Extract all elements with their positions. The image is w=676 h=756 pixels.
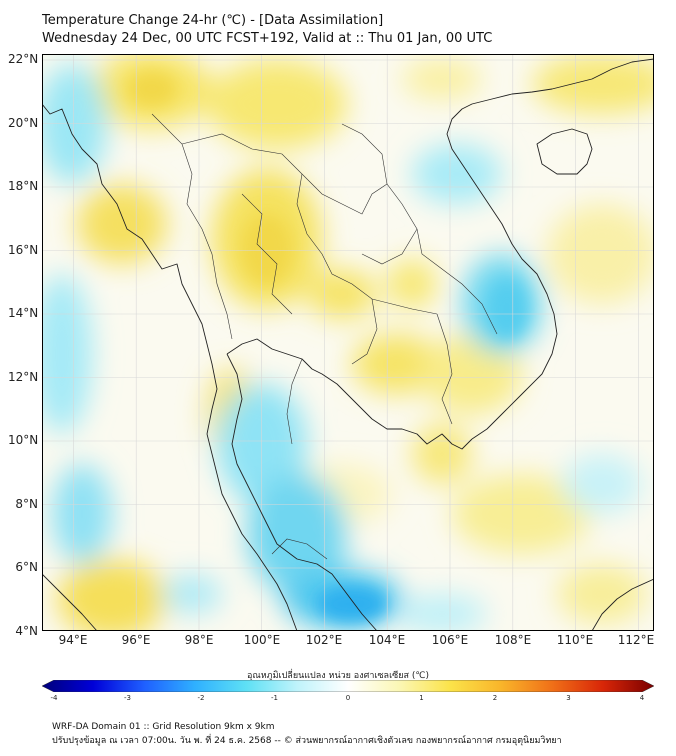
lat-label-10: 10°N [8,433,39,447]
map-title: Temperature Change 24-hr (℃) - [Data Ass… [42,13,384,28]
temperature-field [42,54,654,631]
map-canvas [42,54,654,631]
graticule [42,54,654,631]
colorbar-tick: -1 [271,694,278,702]
lat-label-12: 12°N [8,370,39,384]
lat-label-4: 4°N [15,624,38,638]
lon-label-96: 96°E [121,633,151,647]
colorbar-tick: 4 [639,694,645,702]
lat-label-22: 22°N [8,52,39,66]
lon-label-100: 100°E [243,633,281,647]
lat-label-18: 18°N [8,179,39,193]
lat-label-16: 16°N [8,243,39,257]
colorbar-gradient [42,680,654,692]
map-frame [42,54,654,631]
colorbar-tick: 2 [492,694,498,702]
lon-label-106: 106°E [431,633,469,647]
map-subtitle: Wednesday 24 Dec, 00 UTC FCST+192, Valid… [42,31,493,46]
lat-label-14: 14°N [8,306,39,320]
coastlines [42,58,654,631]
lat-label-8: 8°N [15,497,38,511]
chart-title-block: Temperature Change 24-hr (℃) - [Data Ass… [42,12,492,48]
temperature-change-map [42,54,654,631]
colorbar-tick: 0 [345,694,351,702]
colorbar-tick: 3 [566,694,571,702]
colorbar-tick: -4 [50,694,58,702]
footer-credit: ปรับปรุงข้อมูล ณ เวลา 07:00น. วัน พ. ที่… [52,736,562,746]
lon-label-110: 110°E [556,633,594,647]
colorbar [42,680,654,692]
colorbar-tick: -3 [124,694,131,702]
lon-label-98: 98°E [184,633,214,647]
lon-label-108: 108°E [494,633,532,647]
lon-label-102: 102°E [305,633,343,647]
lon-label-112: 112°E [617,633,655,647]
colorbar-title: อุณหภูมิเปลี่ยนแปลง หน่วย องศาเซลเซียส (… [246,671,430,681]
lat-label-20: 20°N [8,116,39,130]
colorbar-tick: -2 [197,694,205,702]
admin-borders [151,113,498,560]
footer: WRF-DA Domain 01 :: Grid Resolution 9km … [52,720,562,748]
footer-model-info: WRF-DA Domain 01 :: Grid Resolution 9km … [52,722,275,732]
lat-label-6: 6°N [15,560,38,574]
lon-label-94: 94°E [58,633,88,647]
colorbar-tick: 1 [419,694,424,702]
lon-label-104: 104°E [368,633,406,647]
